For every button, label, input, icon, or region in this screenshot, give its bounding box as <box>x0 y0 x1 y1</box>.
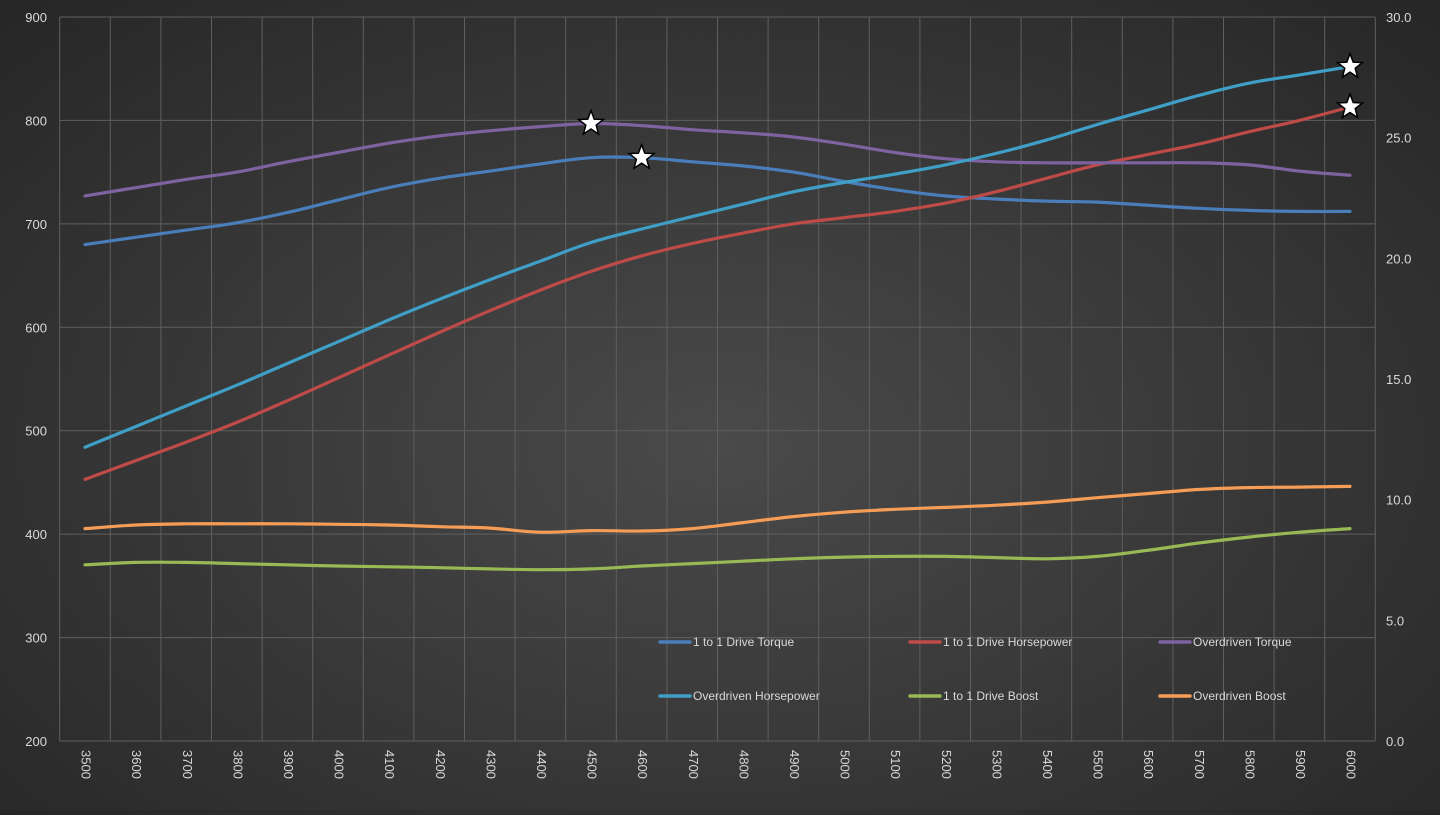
series-line-1-to-1-drive-horsepower <box>83 105 1352 481</box>
x-tick-label: 6000 <box>1344 750 1359 779</box>
x-tick-label: 5400 <box>1040 750 1055 779</box>
x-tick-label: 4500 <box>585 750 600 779</box>
x-tick-label: 4900 <box>787 750 802 779</box>
series-line-1-to-1-drive-torque <box>83 155 1352 247</box>
legend-label: 1 to 1 Drive Horsepower <box>943 635 1072 649</box>
x-tick-label: 4300 <box>483 750 498 779</box>
star-marker <box>576 108 606 136</box>
y-tick-label-left: 900 <box>25 10 47 25</box>
x-tick-label: 5200 <box>939 750 954 779</box>
gridlines <box>59 16 1376 742</box>
y-tick-label-left: 400 <box>25 527 47 542</box>
y-tick-label-right: 10.0 <box>1386 493 1411 508</box>
star-marker <box>1335 91 1365 120</box>
x-tick-label: 4700 <box>686 750 701 779</box>
x-tick-label: 3900 <box>281 750 296 779</box>
y-tick-label-left: 300 <box>25 631 47 646</box>
x-tick-label: 4800 <box>736 750 751 779</box>
peak-markers <box>576 51 1365 170</box>
legend: 1 to 1 Drive Torque 1 to 1 Drive Horsepow… <box>658 635 1292 703</box>
legend-label: 1 to 1 Drive Boost <box>943 689 1039 703</box>
x-tick-label: 3800 <box>230 750 245 779</box>
legend-label: Overdriven Boost <box>1193 689 1286 703</box>
x-tick-label: 3700 <box>180 750 195 779</box>
x-tick-label: 4200 <box>433 750 448 779</box>
star-marker <box>627 142 657 170</box>
series-line-overdriven-torque <box>83 121 1352 198</box>
x-tick-label: 5100 <box>888 750 903 779</box>
star-marker <box>1335 51 1365 79</box>
x-tick-label: 5900 <box>1293 750 1308 779</box>
x-tick-label: 4400 <box>534 750 549 779</box>
legend-label: 1 to 1 Drive Torque <box>693 635 794 649</box>
y-tick-label-right: 25.0 <box>1386 131 1411 146</box>
x-tick-label: 4100 <box>382 750 397 779</box>
y-tick-label-left: 600 <box>25 320 47 335</box>
y-tick-label-left: 500 <box>25 424 47 439</box>
series-line-overdriven-boost <box>83 484 1352 534</box>
series-line-1-to-1-drive-boost <box>83 527 1352 572</box>
x-tick-label: 5800 <box>1242 750 1257 779</box>
y-tick-label-right: 20.0 <box>1386 251 1411 266</box>
x-tick-label: 3600 <box>129 750 144 779</box>
x-tick-label: 5600 <box>1141 750 1156 779</box>
y-tick-label-left: 700 <box>25 217 47 232</box>
x-tick-label: 5300 <box>989 750 1004 779</box>
x-tick-label: 5500 <box>1091 750 1106 779</box>
y-tick-label-left: 800 <box>25 113 47 128</box>
axes: 200 300 400 500 600 700 800 900 0.0 5.0 10.0 15.0 20… <box>25 10 1411 779</box>
x-tick-label: 5000 <box>838 750 853 779</box>
legend-label: Overdriven Horsepower <box>693 689 820 703</box>
series-lines <box>83 65 1352 572</box>
y-tick-label-right: 15.0 <box>1386 372 1411 387</box>
y-tick-label-right: 5.0 <box>1386 613 1404 628</box>
y-tick-label-left: 200 <box>25 734 47 749</box>
y-tick-label-right: 0.0 <box>1386 734 1404 749</box>
x-tick-label: 3500 <box>79 750 94 779</box>
x-tick-label: 4600 <box>635 750 650 779</box>
series-line-overdriven-horsepower <box>83 65 1352 449</box>
legend-label: Overdriven Torque <box>1193 635 1292 649</box>
x-tick-label: 5700 <box>1192 750 1207 779</box>
y-tick-label-right: 30.0 <box>1386 10 1411 25</box>
x-tick-label: 4000 <box>332 750 347 779</box>
